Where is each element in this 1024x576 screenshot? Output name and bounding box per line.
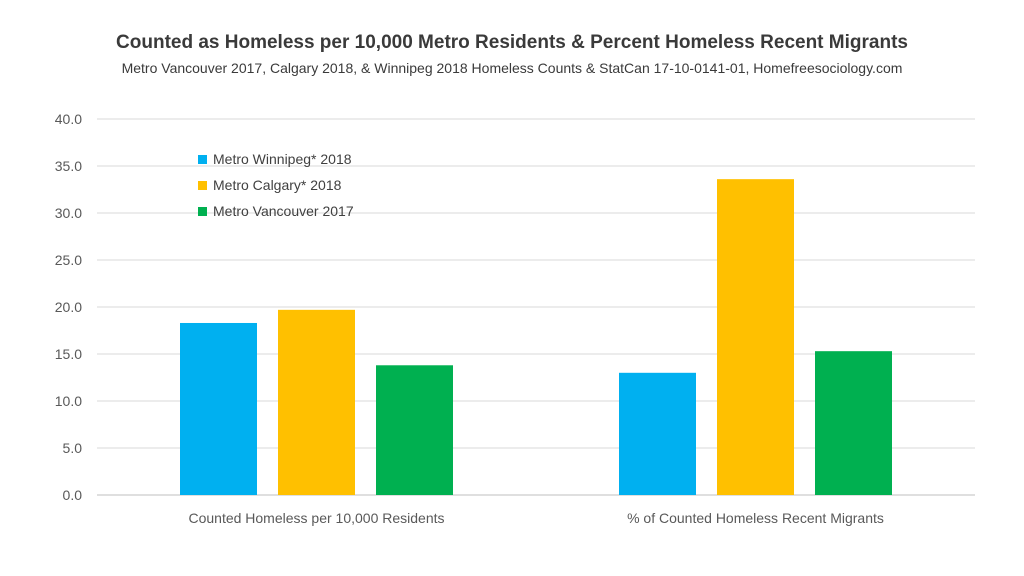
y-tick-label: 20.0 bbox=[55, 299, 82, 315]
legend-entry: Metro Winnipeg* 2018 bbox=[213, 151, 352, 167]
y-tick-label: 30.0 bbox=[55, 205, 82, 221]
y-tick-label: 35.0 bbox=[55, 158, 82, 174]
legend-swatch bbox=[198, 181, 207, 190]
y-tick-label: 40.0 bbox=[55, 111, 82, 127]
legend-swatch bbox=[198, 207, 207, 216]
chart-subtitle: Metro Vancouver 2017, Calgary 2018, & Wi… bbox=[121, 60, 903, 76]
legend-entry: Metro Vancouver 2017 bbox=[213, 203, 354, 219]
y-tick-label: 25.0 bbox=[55, 252, 82, 268]
bar-calgary-recent-migrants bbox=[717, 179, 794, 495]
category-label: % of Counted Homeless Recent Migrants bbox=[627, 510, 884, 526]
bar-winnipeg-recent-migrants bbox=[619, 372, 696, 495]
chart-title: Counted as Homeless per 10,000 Metro Res… bbox=[116, 32, 908, 53]
category-label: Counted Homeless per 10,000 Residents bbox=[188, 510, 444, 526]
bar-vancouver-recent-migrants bbox=[815, 351, 892, 495]
bar-vancouver-per-10000 bbox=[376, 365, 453, 495]
y-tick-label: 10.0 bbox=[55, 393, 82, 409]
legend-swatch bbox=[198, 155, 207, 164]
y-tick-label: 15.0 bbox=[55, 346, 82, 362]
y-tick-label: 0.0 bbox=[63, 487, 83, 503]
y-tick-label: 5.0 bbox=[63, 440, 83, 456]
bar-calgary-per-10000 bbox=[278, 309, 355, 495]
bar-winnipeg-per-10000 bbox=[180, 322, 257, 495]
legend-entry: Metro Calgary* 2018 bbox=[213, 177, 342, 193]
